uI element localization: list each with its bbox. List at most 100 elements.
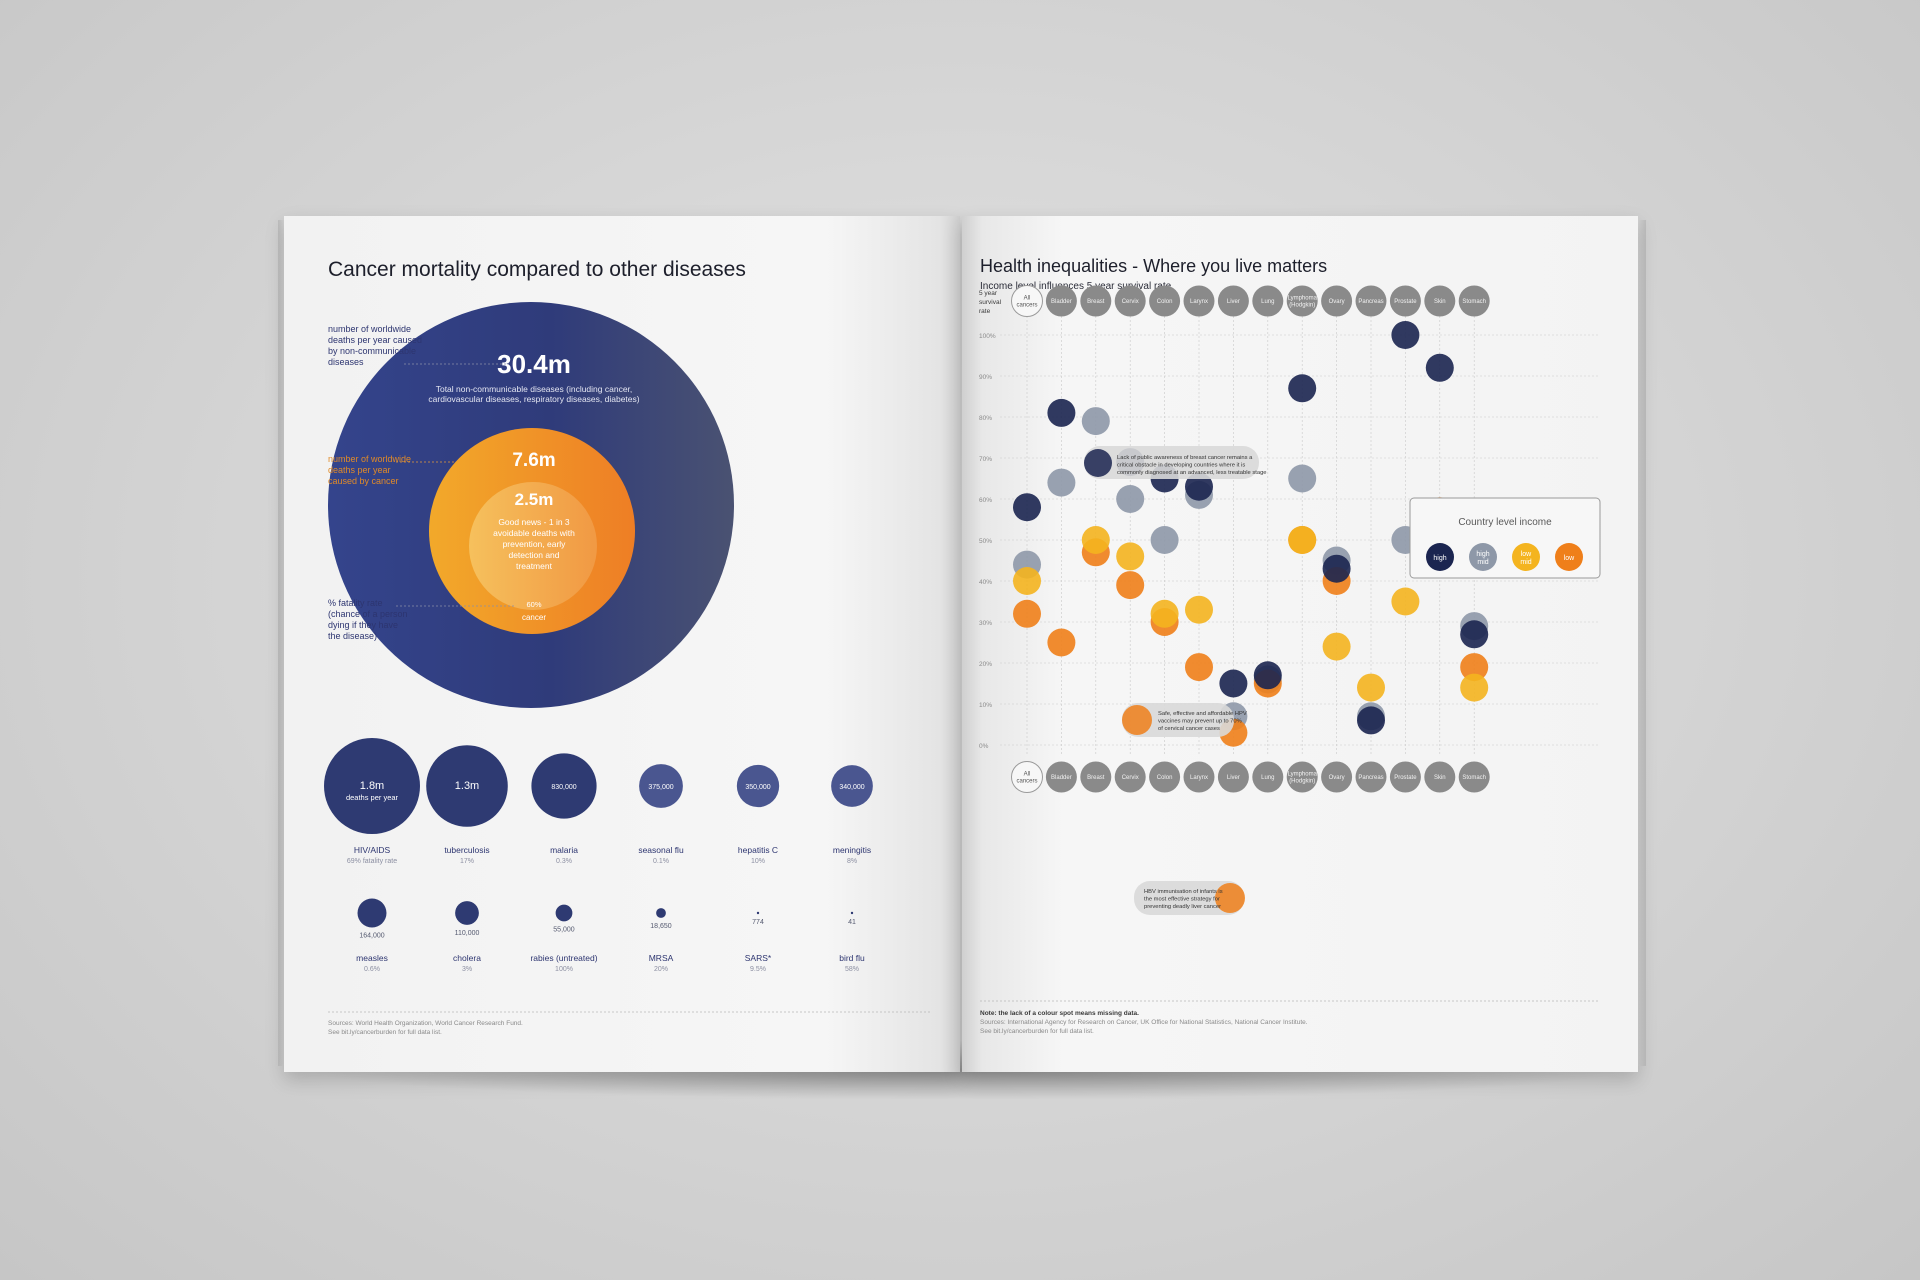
- annotation-hpv-line: Safe, effective and affordable HPV: [1158, 711, 1247, 717]
- survival-point-low-mid: [1081, 526, 1110, 554]
- right-sources-2: See bit.ly/cancerburden for full data li…: [980, 1028, 1094, 1035]
- survival-point-low-mid: [1185, 595, 1213, 624]
- category-label: cancers: [1016, 779, 1037, 785]
- disease-deaths: 340,000: [839, 784, 864, 791]
- category-label: Ovary: [1329, 775, 1345, 781]
- category-circle: [1389, 761, 1421, 793]
- disease-bubble: [324, 738, 420, 834]
- right-title: Health inequalities - Where you live mat…: [980, 256, 1327, 276]
- category-circle: [1114, 761, 1146, 793]
- category-label: Larynx: [1190, 299, 1208, 305]
- avoidable-circle: [469, 482, 597, 610]
- survival-point-high: [1013, 493, 1041, 522]
- category-label: Colon: [1157, 775, 1173, 781]
- category-label: Liver: [1227, 299, 1240, 305]
- category-circle: [1183, 285, 1215, 317]
- category-label: (Hodgkin): [1289, 303, 1315, 309]
- axis-header-line: survival: [979, 299, 1002, 306]
- legend-label: mid: [1520, 559, 1531, 566]
- legend-label: low: [1564, 555, 1575, 562]
- disease-rate: 0.6%: [364, 966, 380, 973]
- survival-point-high: [1047, 398, 1076, 427]
- ncd-value: 30.4m: [497, 349, 571, 379]
- category-circle: [1252, 285, 1284, 317]
- axis-header-line: rate: [979, 308, 991, 315]
- survival-point-high-mid: [1150, 526, 1179, 554]
- legend-title: Country level income: [1458, 517, 1552, 528]
- survival-point-high-mid: [1288, 464, 1317, 493]
- disease-bubble: [850, 911, 854, 915]
- disease-bubble: [531, 753, 597, 819]
- category-circle: [1217, 761, 1249, 793]
- category-label: Prostate: [1394, 775, 1417, 781]
- category-circle: [1080, 285, 1112, 317]
- survival-point-low: [1185, 653, 1213, 682]
- y-tick-label: 0%: [979, 743, 989, 750]
- survival-point-high: [1357, 706, 1385, 735]
- category-label: Bladder: [1051, 299, 1072, 305]
- y-tick-label: 70%: [979, 456, 992, 463]
- category-label: Lymphoma: [1287, 772, 1317, 778]
- avoidable-desc-line: detection and: [508, 550, 559, 560]
- survival-point-low-mid: [1357, 673, 1385, 702]
- annotation-breast-line: Lack of public awareness of breast cance…: [1117, 455, 1253, 461]
- disease-bubble: [656, 908, 666, 918]
- survival-point-high: [1460, 620, 1489, 649]
- category-circle: [1252, 761, 1284, 793]
- disease-name: tuberculosis: [444, 845, 489, 855]
- annotation-hpv-line: vaccines may prevent up to 70%: [1158, 719, 1242, 725]
- category-circle: [1355, 761, 1387, 793]
- category-circle: [1011, 761, 1043, 793]
- category-label: Cervix: [1122, 299, 1139, 305]
- left-page: Cancer mortality compared to other disea…: [284, 216, 960, 1072]
- category-label: cancers: [1016, 303, 1037, 309]
- cancer-fatality: 60%: [526, 600, 541, 609]
- annotation-ncd-line: by non-communicable: [328, 346, 416, 356]
- category-circle: [1045, 285, 1077, 317]
- category-label: Lymphoma: [1287, 296, 1317, 302]
- category-label: Lung: [1261, 299, 1274, 305]
- left-infographic: Cancer mortality compared to other disea…: [324, 258, 932, 1036]
- category-label: Prostate: [1394, 299, 1417, 305]
- legend-label: high: [1476, 551, 1489, 558]
- survival-point-low-mid: [1116, 542, 1145, 571]
- disease-name: malaria: [550, 845, 578, 855]
- avoidable-desc-line: Good news - 1 in 3: [498, 517, 570, 527]
- category-circle: [1286, 761, 1318, 793]
- legend-swatch: [1469, 543, 1497, 571]
- annotation-fatality-line: % fatality rate: [328, 598, 383, 608]
- disease-bubble: [831, 765, 873, 807]
- y-tick-label: 100%: [979, 333, 996, 340]
- annotation-hbv-line: the most effective strategy for: [1144, 897, 1220, 903]
- annotation-fatality-line: (chance of a person: [328, 609, 408, 619]
- disease-deaths: 1.8m: [360, 780, 384, 792]
- survival-point-high-mid: [1047, 468, 1076, 497]
- disease-bubble: [555, 904, 573, 922]
- y-tick-label: 80%: [979, 415, 992, 422]
- y-tick-label: 10%: [979, 702, 992, 709]
- right-note: Note: the lack of a colour spot means mi…: [980, 1010, 1139, 1017]
- legend-label: low: [1521, 551, 1532, 558]
- disease-bubble: [426, 745, 508, 827]
- category-circle: [1080, 761, 1112, 793]
- survival-point-low: [1013, 599, 1041, 628]
- cancer-label: cancer: [522, 613, 546, 622]
- y-tick-label: 60%: [979, 497, 992, 504]
- category-label: Breast: [1087, 299, 1105, 305]
- disease-rate: 0.1%: [653, 858, 669, 865]
- disease-deaths: 830,000: [551, 784, 576, 791]
- disease-deaths-sub: deaths per year: [346, 793, 399, 802]
- survival-point-low-mid: [1322, 632, 1351, 661]
- y-tick-label: 30%: [979, 620, 992, 627]
- survival-point-low-mid: [1288, 526, 1317, 554]
- legend-label: high: [1433, 555, 1446, 562]
- annotation-fatality: % fatality rate(chance of a persondying …: [328, 598, 408, 641]
- avoidable-desc-line: prevention, early: [503, 539, 567, 549]
- avoidable-value: 2.5m: [515, 490, 554, 509]
- disease-bubble: [736, 764, 780, 808]
- legend-swatch: [1512, 543, 1540, 571]
